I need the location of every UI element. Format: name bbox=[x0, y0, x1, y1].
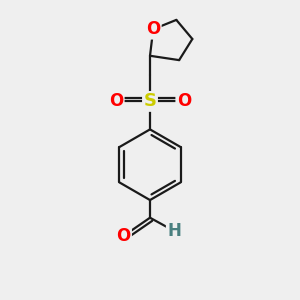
Text: O: O bbox=[109, 92, 123, 110]
Text: S: S bbox=[143, 92, 157, 110]
Text: O: O bbox=[116, 227, 130, 245]
Text: O: O bbox=[177, 92, 191, 110]
Text: O: O bbox=[146, 20, 160, 38]
Text: H: H bbox=[167, 222, 181, 240]
